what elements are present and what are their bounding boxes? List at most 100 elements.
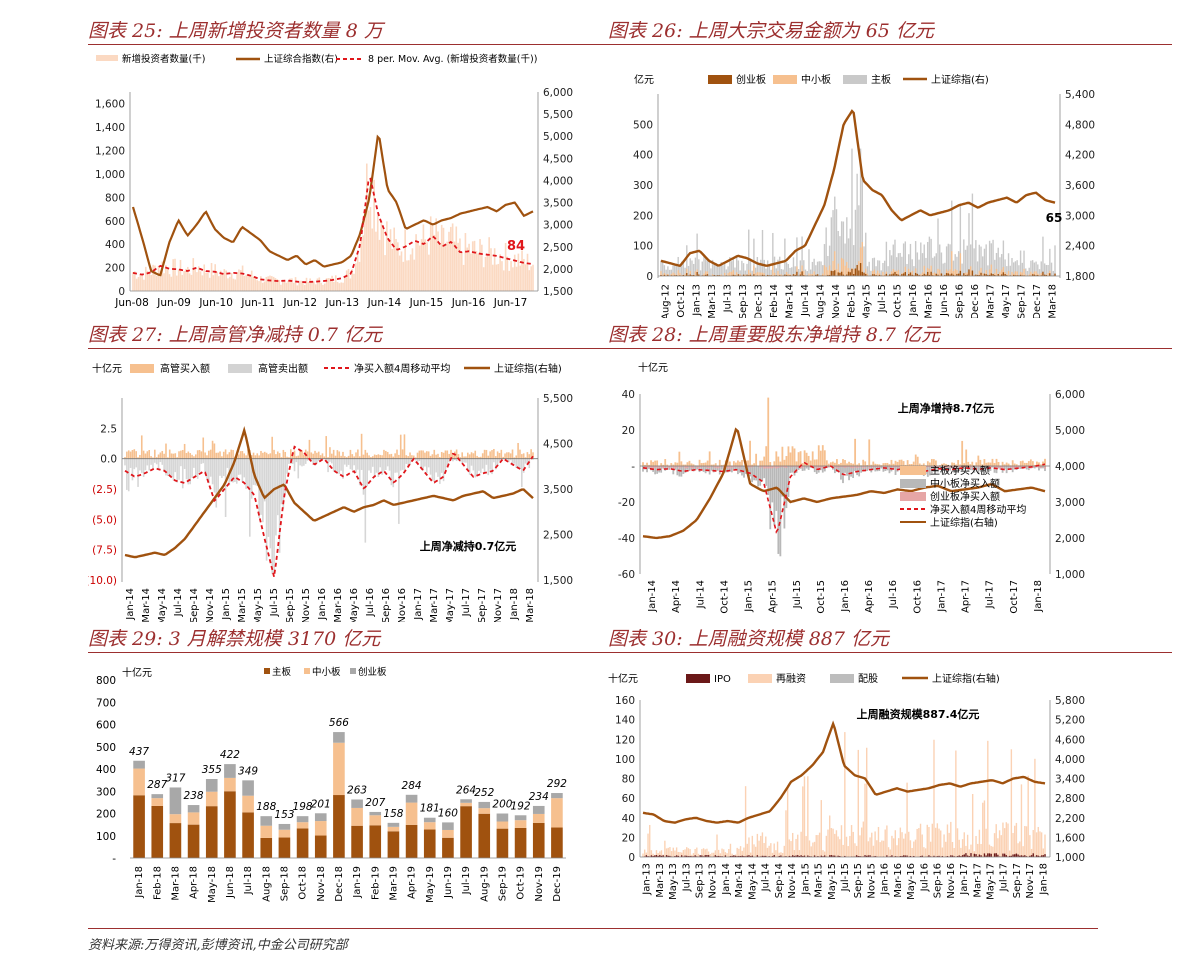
- c28-bar-sme: [720, 466, 723, 470]
- c30-bar-ipo: [714, 855, 717, 857]
- c26-bar-sme: [1030, 271, 1032, 276]
- c30-bar-refi: [827, 829, 829, 857]
- c28-bar-sme: [846, 466, 848, 476]
- c30-bar-refi: [845, 836, 848, 857]
- c26-bar-main: [971, 193, 974, 276]
- c26-bar-sme: [803, 270, 805, 276]
- c26-bar-gem: [925, 274, 927, 276]
- c26-bar-main: [902, 243, 905, 276]
- c30-x-tick: Jan-16: [880, 863, 891, 896]
- c29-total-label: 188: [256, 801, 276, 813]
- c26-bar-sme: [904, 266, 907, 276]
- c30-bar-ipo: [652, 855, 654, 857]
- c28-bar-gem: [769, 466, 772, 469]
- c29-total-label: 566: [329, 717, 349, 729]
- c27-bar-sell: [198, 458, 201, 473]
- c30-bar-refi: [1025, 826, 1028, 857]
- c26-bar-gem: [794, 274, 796, 276]
- c26-bar-sme: [949, 269, 951, 276]
- c27-bar-sell: [239, 458, 242, 475]
- c26-bar-gem: [988, 274, 991, 276]
- c25-bar: [236, 273, 238, 291]
- c29-bar-2: [260, 816, 273, 826]
- c28-bar-gem: [947, 466, 949, 468]
- c26-bar-main: [782, 269, 784, 276]
- c29-total-label: 264: [456, 784, 476, 796]
- c27-bar-sell: [401, 458, 404, 470]
- c30-bar-ipo: [765, 855, 767, 857]
- c25-bar: [155, 275, 158, 291]
- c28-bar-sme: [646, 466, 648, 473]
- c27-bar-sell: [465, 458, 467, 463]
- c26-bar-sme: [753, 265, 755, 276]
- c26-bar-gem: [911, 274, 913, 276]
- c26-bar-main: [883, 260, 886, 276]
- c26-bar-sme: [890, 271, 893, 276]
- c29-bar-2: [442, 822, 454, 830]
- c30-bar-refi: [998, 830, 1001, 857]
- c27-bar-sell: [249, 458, 251, 537]
- c26-bar-main: [665, 269, 667, 276]
- c29-legend-swatch-2: [350, 668, 356, 674]
- c27-mavg-line: [124, 445, 534, 577]
- c29-bar-1: [260, 825, 273, 838]
- c27-bar-buy: [522, 453, 525, 459]
- c26-bar-sme: [896, 271, 898, 276]
- c26-bar-sme: [727, 273, 729, 276]
- c25-bar: [314, 284, 317, 291]
- c30-bar-refi: [802, 786, 804, 857]
- c26-bar-main: [768, 265, 771, 276]
- c28-bar-main: [882, 463, 885, 466]
- c27-bar-sell: [170, 458, 173, 477]
- c26-bar-sme: [1023, 268, 1025, 276]
- c28-bar-main: [872, 461, 875, 466]
- c29-bar-1: [333, 742, 345, 796]
- c26-bar-main: [916, 252, 919, 276]
- c26-bar-main: [988, 240, 991, 276]
- c26-bar-sme: [994, 273, 996, 276]
- c28-bar-gem: [799, 466, 802, 469]
- c30-bar-ipo: [1035, 855, 1038, 857]
- c30-bar-ipo: [832, 855, 834, 857]
- c29-x-tick: Nov-18: [316, 866, 327, 902]
- c25-bar: [278, 280, 280, 291]
- c26-bar-sme: [858, 261, 860, 276]
- c30-bar-refi: [971, 794, 974, 857]
- c30-bar-ipo: [941, 856, 944, 857]
- c26-bar-sme: [785, 272, 788, 276]
- c25-x-tick: Jun-17: [493, 297, 528, 308]
- c26-bar-gem: [1006, 275, 1008, 276]
- c30-bar-refi: [1032, 830, 1034, 857]
- c30-bar-ipo: [1022, 855, 1024, 857]
- c26-bar-sme: [959, 253, 962, 276]
- c27-bar-buy: [392, 456, 395, 459]
- c28-bar-gem: [739, 466, 741, 468]
- c26-legend-swatch-1: [773, 75, 797, 84]
- c30-bar-refi: [928, 827, 930, 857]
- c28-bar-gem: [737, 466, 739, 468]
- c25-bar: [210, 263, 213, 291]
- c28-bar-main: [945, 463, 947, 466]
- c25-bar: [358, 261, 361, 291]
- c28-bar-gem: [791, 466, 794, 467]
- c25-bar: [161, 261, 164, 291]
- c26-bar-main: [951, 200, 953, 276]
- c26-bar-main: [741, 260, 743, 276]
- c30-bar-refi: [951, 841, 954, 857]
- c27-bar-buy: [303, 454, 305, 459]
- c30-bar-refi: [980, 843, 982, 857]
- c25-bar: [172, 259, 174, 291]
- c25-bar: [298, 282, 301, 291]
- c28-bar-sme: [688, 466, 691, 472]
- c28-bar-sme: [1042, 466, 1044, 469]
- c28-bar-gem: [969, 466, 972, 469]
- c28-bar-main: [981, 464, 984, 466]
- c27-bar-buy: [148, 450, 151, 459]
- c26-bar-main: [987, 265, 989, 276]
- c30-x-tick: Nov-14: [787, 863, 798, 899]
- c26-bar-main: [1018, 265, 1020, 276]
- c30-bar-refi: [1003, 828, 1006, 857]
- c29-y-tick: 600: [96, 720, 116, 732]
- c27-bar-sell: [124, 458, 126, 466]
- c26-bar-main: [1006, 266, 1008, 276]
